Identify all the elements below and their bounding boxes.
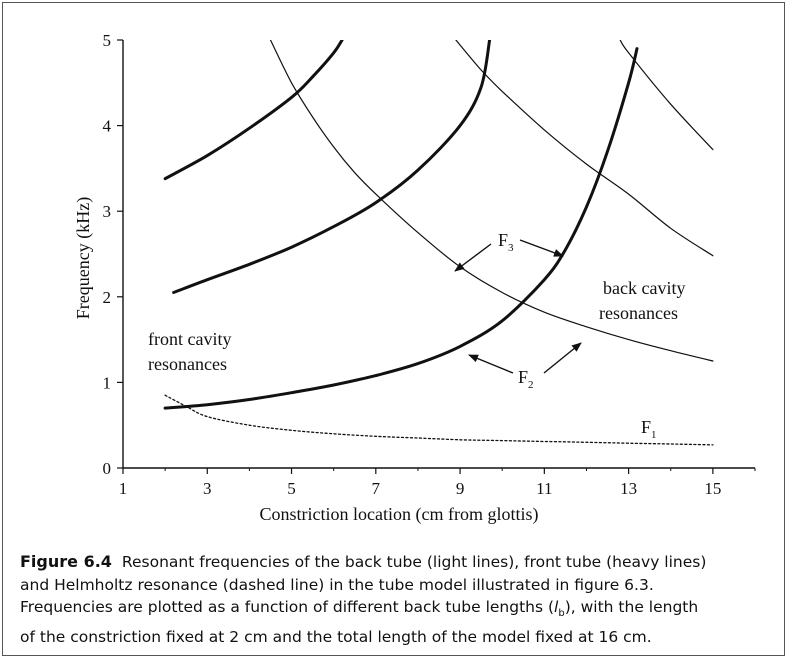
f3-label: F3 bbox=[498, 230, 514, 254]
y-axis-label: Frequency (kHz) bbox=[73, 197, 94, 319]
caption-line-1: Resonant frequencies of the back tube (l… bbox=[121, 553, 707, 571]
back-cavity-label-line1: back cavity bbox=[603, 278, 685, 298]
f1-label: F1 bbox=[641, 417, 657, 441]
x-tick-label: 7 bbox=[372, 479, 381, 498]
f2-left-arrow bbox=[468, 354, 514, 374]
front-cavity-label-line1: front cavity bbox=[148, 329, 231, 349]
caption-lb-sub: b bbox=[558, 608, 565, 620]
helmholtz-dashed-curve bbox=[164, 394, 714, 446]
x-axis-label: Constriction location (cm from glottis) bbox=[260, 504, 539, 525]
f3-right-arrow bbox=[519, 239, 564, 257]
back-tube-curve-3 bbox=[269, 40, 714, 362]
caption-line-3a: Frequencies are plotted as a function of… bbox=[20, 598, 555, 616]
figure-caption: Figure 6.4 Resonant frequencies of the ba… bbox=[20, 551, 780, 648]
front-cavity-label-line2: resonances bbox=[148, 354, 227, 374]
x-tick-label: 15 bbox=[704, 479, 721, 498]
y-tick-label: 5 bbox=[103, 31, 112, 50]
x-tick-label: 11 bbox=[536, 479, 552, 498]
x-tick-label: 13 bbox=[620, 479, 637, 498]
caption-line-3b: ), with the length bbox=[564, 598, 699, 616]
x-tick-label: 3 bbox=[203, 479, 212, 498]
caption-lb: l bbox=[554, 598, 559, 616]
x-tick-label: 1 bbox=[119, 479, 128, 498]
back-cavity-label-line2: resonances bbox=[599, 303, 678, 323]
back-tube-curve-5 bbox=[619, 40, 714, 151]
caption-label: Figure 6.4 bbox=[20, 552, 112, 571]
front-tube-curve-1 bbox=[172, 40, 492, 294]
front-tube-curve-2 bbox=[163, 40, 344, 181]
x-tick-label: 9 bbox=[456, 479, 465, 498]
front-tube-curve-0 bbox=[163, 47, 639, 410]
caption-line-4: of the constriction fixed at 2 cm and th… bbox=[20, 627, 652, 646]
y-tick-label: 4 bbox=[103, 117, 112, 136]
f3-left-arrow bbox=[454, 243, 492, 272]
y-tick-label: 0 bbox=[103, 459, 112, 478]
f2-right-arrow bbox=[543, 342, 582, 374]
y-tick-label: 2 bbox=[103, 288, 112, 307]
caption-line-2: and Helmholtz resonance (dashed line) in… bbox=[20, 575, 654, 594]
back-tube-curve-4 bbox=[455, 40, 714, 257]
x-tick-label: 5 bbox=[287, 479, 296, 498]
y-tick-label: 1 bbox=[103, 373, 112, 392]
f2-label: F2 bbox=[518, 367, 534, 391]
y-tick-label: 3 bbox=[103, 202, 112, 221]
